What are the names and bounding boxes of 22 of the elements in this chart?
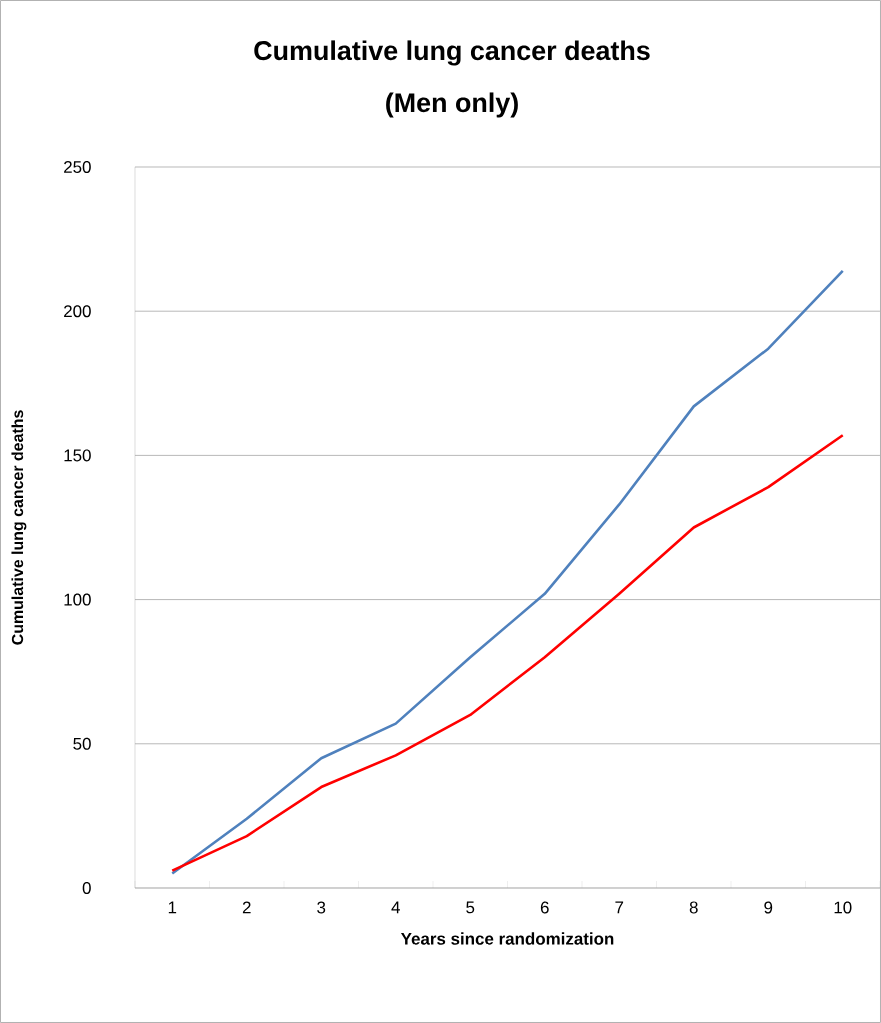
x-tick-label: 2 — [242, 901, 251, 914]
y-tick-label: 150 — [64, 449, 91, 462]
x-tick-label: 3 — [317, 901, 326, 914]
x-tick-label: 7 — [615, 901, 624, 914]
line-series — [170, 269, 845, 875]
y-tick-label: 50 — [73, 737, 91, 750]
line-series — [170, 433, 845, 872]
chart-title: Cumulative lung cancer deaths — [254, 40, 650, 66]
x-axis-title: Years since randomization — [400, 932, 614, 945]
x-tick-label: 6 — [540, 901, 549, 914]
x-tick-label: 4 — [391, 901, 400, 914]
chart-subtitle: (Men only) — [386, 92, 518, 118]
x-tick-label: 10 — [834, 901, 852, 914]
y-axis-title: Cumulative lung cancer deaths — [11, 410, 27, 645]
x-tick-label: 9 — [764, 901, 773, 914]
x-tick-label: 8 — [689, 901, 698, 914]
y-tick-label: 0 — [82, 881, 91, 894]
x-tick-label: 1 — [168, 901, 177, 914]
y-tick-label: 200 — [64, 305, 91, 318]
y-tick-label: 100 — [64, 593, 91, 606]
y-tick-label: 250 — [64, 160, 91, 173]
x-tick-label: 5 — [466, 901, 475, 914]
